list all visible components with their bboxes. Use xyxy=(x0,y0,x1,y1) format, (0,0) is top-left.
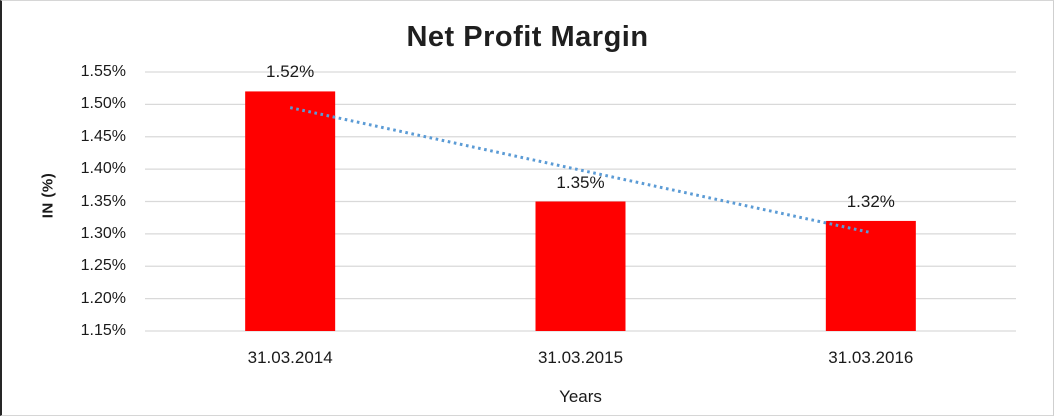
y-tick-label: 1.15% xyxy=(80,322,126,339)
y-tick-label: 1.30% xyxy=(80,224,126,242)
x-tick-label: 31.03.2014 xyxy=(247,348,333,367)
bar-value-label: 1.35% xyxy=(556,172,605,192)
y-tick-label: 1.20% xyxy=(80,289,126,307)
bar-value-label: 1.32% xyxy=(846,191,895,211)
y-tick-label: 1.50% xyxy=(80,95,126,113)
x-tick-label: 31.03.2016 xyxy=(828,348,914,367)
y-tick-label: 1.40% xyxy=(80,160,126,178)
y-tick-label: 1.35% xyxy=(80,192,126,210)
y-tick-label: 1.55% xyxy=(80,63,126,80)
y-tick-label: 1.45% xyxy=(80,127,126,145)
y-tick-label: 1.25% xyxy=(80,257,126,275)
x-tick-label: 31.03.2015 xyxy=(537,348,624,367)
bar-value-label: 1.52% xyxy=(266,62,315,82)
chart-title: Net Profit Margin xyxy=(406,21,649,53)
x-axis-title: Years xyxy=(559,387,602,406)
